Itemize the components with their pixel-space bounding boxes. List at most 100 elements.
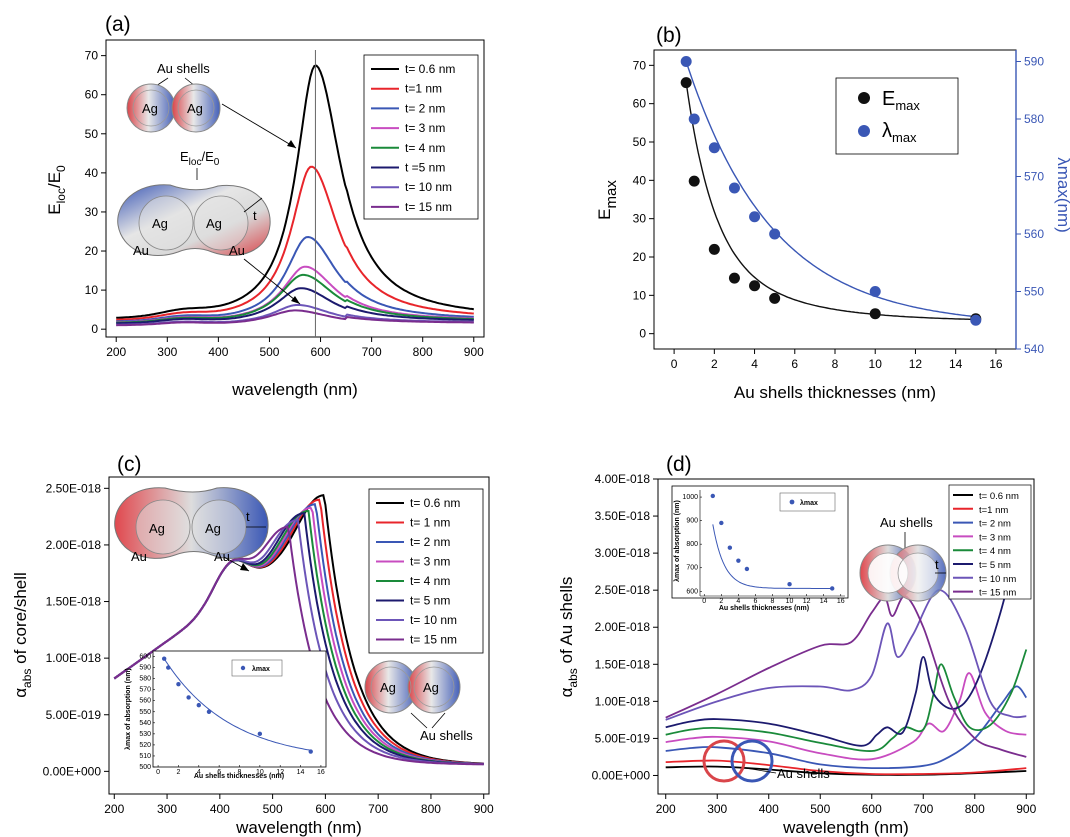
plot-frame-a [105,39,485,338]
inset-x-tick-label-d: 2 [719,598,723,605]
x-tick-label-b: 8 [832,357,839,371]
dimer-schematic-large-c: Ag Ag t Au Au [114,487,269,572]
annotation-au-shells-a: Au shells [157,61,210,76]
y2-tick-label-b: 560 [1024,227,1044,241]
y-tick-label-b: 70 [633,58,647,72]
point-emax-b [769,292,781,304]
annotation-ag-2-c: Ag [205,521,221,536]
inset-x-tick-label-c: 2 [176,769,180,776]
y-tick-label-a: 50 [85,127,99,141]
y-tick-label-a: 20 [85,244,99,258]
point-emax-b [728,272,740,284]
annotation-eloc-a: Eloc/E0 [180,149,220,168]
inset-x-tick-label-d: 4 [736,598,740,605]
y-tick-label-b: 40 [633,173,647,187]
point-lambda-b [680,56,692,67]
inset-point-d [736,558,741,563]
y2-tick-label-b: 580 [1024,112,1044,126]
inset-legend-d [779,492,836,512]
series-lines-a [116,64,474,327]
inset-x-tick-label-d: 8 [771,598,775,605]
series-line-d [665,589,1027,721]
x-tick-label-b: 0 [671,357,678,371]
legend-label-d: t=1 nm [979,505,1008,516]
inset-y-tick-label-c: 580 [139,676,151,683]
y-tick-label-c: 0.00E+000 [43,764,102,778]
x-tick-label-a: 800 [413,345,433,359]
y-tick-label-c: 2.50E-018 [46,481,102,495]
x-tick-label-c: 400 [210,802,230,816]
y-tick-label-b: 10 [633,288,647,302]
legend-label-d: t= 4 nm [979,546,1011,557]
fit-line-lambda-b [685,61,976,318]
inset-point-d [719,520,724,526]
x-tick-label-a: 300 [157,345,177,359]
annotation-ag-2-a: Ag [187,101,203,116]
annotation-ag-4-c: Ag [423,680,439,695]
inset-point-c [257,731,263,737]
y-tick-label-c: 1.00E-018 [46,651,102,665]
inset-x-tick-label-c: 14 [297,769,305,776]
series-line-a [116,287,474,325]
annotation-ag-4-a: Ag [206,216,222,231]
annotation-au-1-c: Au [131,549,147,564]
inset-y-tick-label-c: 520 [139,742,151,749]
legend-label-a: t= 3 nm [405,121,445,135]
series-line-d [665,759,1027,776]
series-line-a [116,165,474,321]
x-tick-label-d: 400 [759,802,779,816]
legend-label-c: t= 1 nm [410,516,450,530]
inset-point-c [206,709,212,714]
inset-y-tick-label-c: 550 [139,709,151,716]
y-axis-d: 0.00E+000 5.00E-019 1.00E-018 1.50E-018 2.00… [592,472,658,782]
point-emax-b [708,243,720,255]
annotation-t-c: t [246,509,250,524]
annotation-ag-3-a: Ag [152,216,168,231]
annotation-au-shells-1-d: Au shells [880,515,933,530]
ring-schematic-d: Au shells t [859,515,947,602]
inset-legend-label-d: λmax [800,499,818,507]
y-tick-label-d: 0.00E+000 [592,768,651,782]
point-emax-b [749,280,761,292]
x-axis-a: 200 300 400 500 600 700 800 900 [106,337,484,359]
point-emax-b [680,77,692,89]
legend-label-d: t= 2 nm [979,519,1011,530]
legend-d [948,484,1032,600]
x-tick-label-a: 700 [362,345,382,359]
legend-label-lambda-b: λmax [882,120,917,145]
legend-label-d: t= 15 nm [979,588,1016,599]
inset-point-c [196,702,201,708]
legend-label-a: t= 4 nm [405,141,445,155]
x-tick-label-b: 16 [989,357,1003,371]
panel-label-c: (c) [117,453,142,476]
point-lambda-b [708,142,720,154]
y-tick-label-a: 60 [85,88,99,102]
legend-label-a: t= 2 nm [405,101,445,115]
inset-y-tick-label-d: 700 [686,565,698,572]
series-line-a [116,309,474,327]
legend-label-a: t =5 nm [405,161,445,175]
x-tick-label-a: 600 [311,345,331,359]
inset-point-c [176,681,181,687]
point-lambda-b [769,228,781,240]
y-tick-label-d: 2.00E-018 [595,620,651,634]
inset-x-tick-label-c: 0 [156,769,160,776]
y-axis-right-b: 540 550 560 570 580 590 [1016,55,1044,356]
inset-legend-c [231,659,283,677]
series-line-a [116,235,474,323]
x-tick-label-c: 600 [315,802,335,816]
x-tick-label-a: 400 [208,345,228,359]
inset-x-tick-label-d: 14 [820,598,828,605]
x-axis-label-b: Au shells thicknesses (nm) [734,383,936,402]
inset-point-c [186,695,191,700]
legend-entries-c: t= 0.6 nm t= 1 nm t= 2 nm t= 3 nm t= 4 nm t= … [376,496,460,647]
inset-x-tick-label-c: 8 [238,769,242,776]
annotation-t-d: t [935,557,939,572]
y-tick-label-c: 1.50E-018 [46,595,102,609]
x-axis-label-d: wavelength (nm) [782,818,909,837]
legend-label-c: t= 0.6 nm [410,496,460,510]
legend-marker-lambda-b [858,125,870,137]
panel-label-b: (b) [656,24,682,47]
x-tick-label-d: 300 [707,802,727,816]
annotation-au-2-a: Au [229,243,245,258]
